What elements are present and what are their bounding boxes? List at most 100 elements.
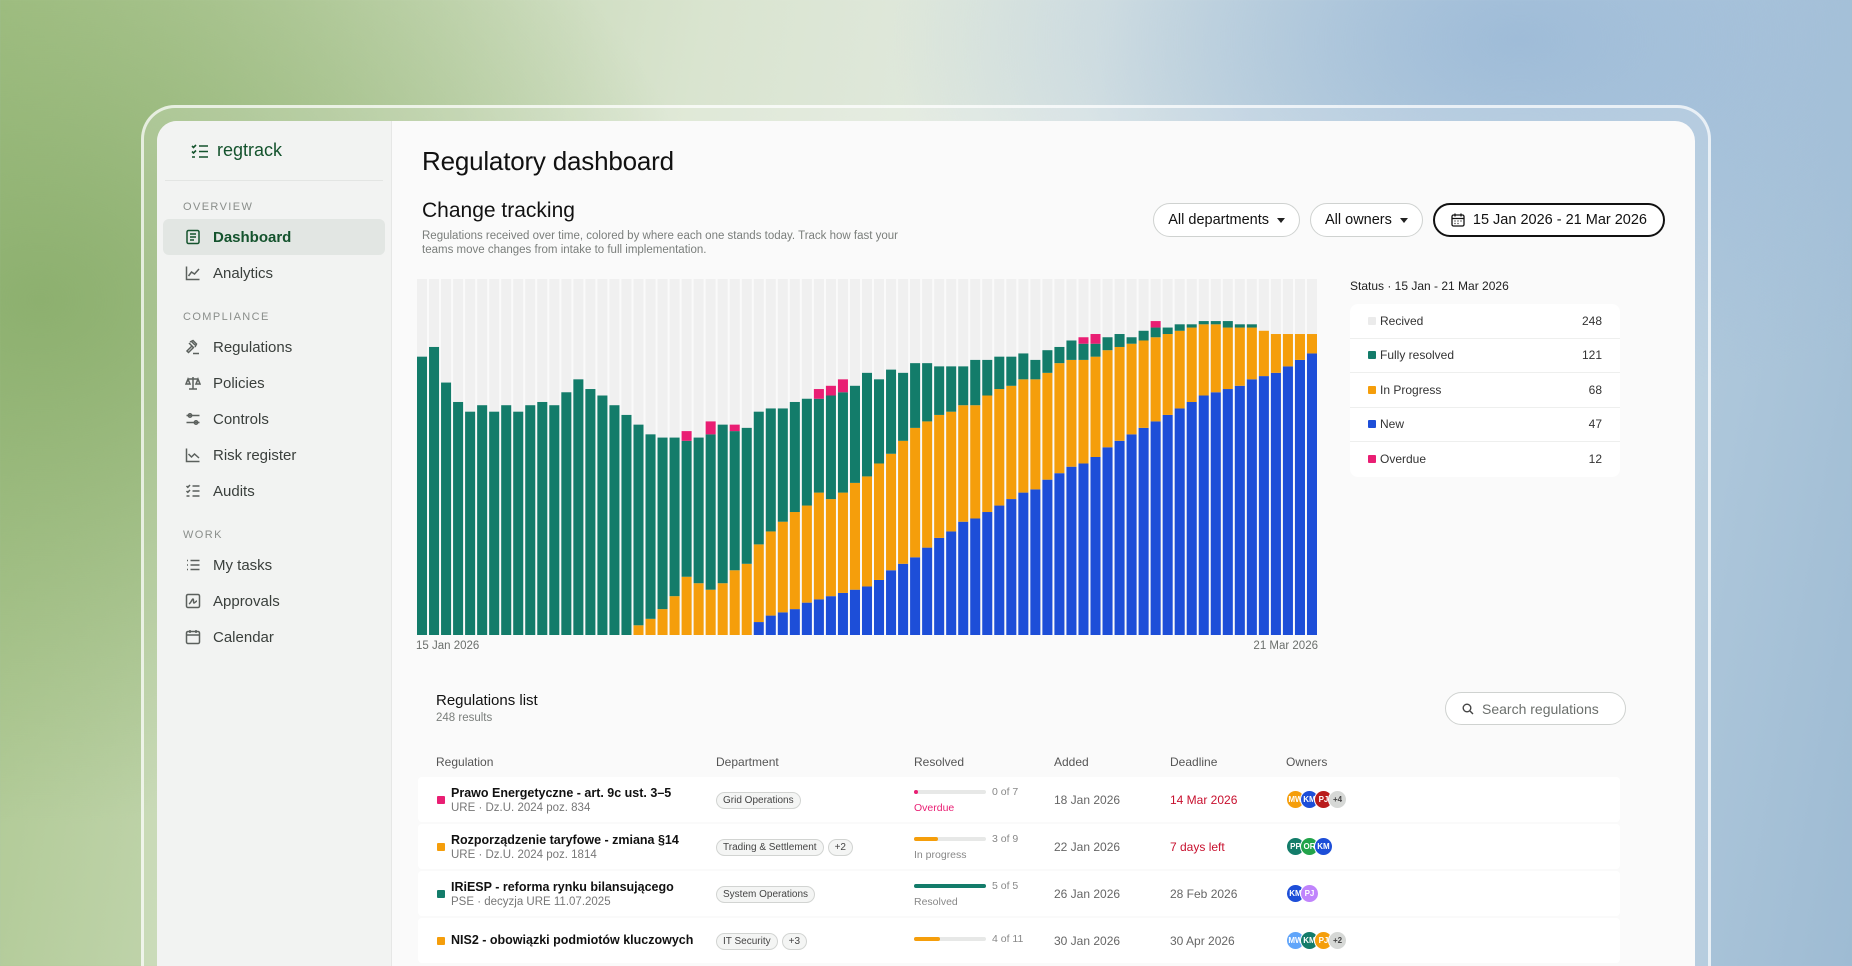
bar-fully-resolved[interactable]	[765, 408, 776, 532]
table-row[interactable]: Rozporządzenie taryfowe - zmiana §14 URE …	[418, 824, 1620, 869]
bar-fully-resolved[interactable]	[1222, 321, 1233, 328]
bar-overdue[interactable]	[1150, 321, 1161, 328]
status-row-overdue[interactable]: Overdue 12	[1350, 442, 1620, 477]
bar-new[interactable]	[1174, 408, 1185, 635]
bar-new[interactable]	[1162, 414, 1173, 635]
status-row-recived[interactable]: Recived 248	[1350, 304, 1620, 339]
column-header-resolved[interactable]: Resolved	[914, 755, 965, 769]
bar-in-progress[interactable]	[1018, 379, 1029, 493]
bar-new[interactable]	[934, 537, 945, 635]
bar-fully-resolved[interactable]	[1078, 343, 1089, 360]
bar-new[interactable]	[994, 505, 1005, 635]
bar-in-progress[interactable]	[1306, 334, 1317, 354]
bar-fully-resolved[interactable]	[549, 405, 560, 635]
bar-in-progress[interactable]	[645, 618, 656, 635]
bar-in-progress[interactable]	[717, 583, 728, 635]
bar-fully-resolved[interactable]	[1054, 346, 1065, 364]
status-row-in-progress[interactable]: In Progress 68	[1350, 373, 1620, 408]
column-header-added[interactable]: Added	[1054, 755, 1089, 769]
bar-fully-resolved[interactable]	[994, 356, 1005, 390]
bar-overdue[interactable]	[705, 421, 716, 435]
bar-fully-resolved[interactable]	[934, 366, 945, 415]
bar-in-progress[interactable]	[729, 570, 740, 635]
bar-overdue[interactable]	[813, 389, 824, 399]
bar-in-progress[interactable]	[1210, 324, 1221, 393]
bar-overdue[interactable]	[729, 424, 740, 432]
bar-new[interactable]	[910, 557, 921, 635]
bar-in-progress[interactable]	[1174, 330, 1185, 409]
bar-new[interactable]	[1306, 353, 1317, 635]
bar-fully-resolved[interactable]	[1234, 324, 1245, 328]
owner-avatars[interactable]: MW KM PJ +4	[1286, 790, 1347, 809]
bar-new[interactable]	[1018, 492, 1029, 635]
owner-filter[interactable]: All owners	[1309, 203, 1423, 237]
bar-new[interactable]	[1282, 366, 1293, 635]
bar-fully-resolved[interactable]	[729, 431, 740, 571]
bar-new[interactable]	[1126, 434, 1137, 635]
bar-fully-resolved[interactable]	[1198, 321, 1209, 325]
bar-in-progress[interactable]	[1258, 330, 1269, 377]
bar-fully-resolved[interactable]	[693, 437, 704, 584]
bar-new[interactable]	[886, 570, 897, 635]
bar-in-progress[interactable]	[1186, 327, 1197, 402]
bar-fully-resolved[interactable]	[1174, 324, 1185, 331]
bar-in-progress[interactable]	[753, 544, 764, 623]
bar-new[interactable]	[1042, 479, 1053, 635]
bar-new[interactable]	[946, 531, 957, 635]
bar-in-progress[interactable]	[886, 453, 897, 571]
bar-new[interactable]	[1270, 372, 1281, 635]
bar-in-progress[interactable]	[1234, 327, 1245, 386]
bar-fully-resolved[interactable]	[621, 414, 632, 635]
bar-new[interactable]	[958, 521, 969, 635]
bar-fully-resolved[interactable]	[657, 437, 668, 610]
bar-in-progress[interactable]	[1066, 359, 1077, 467]
bar-fully-resolved[interactable]	[513, 411, 524, 635]
bar-in-progress[interactable]	[705, 589, 716, 635]
bar-in-progress[interactable]	[633, 625, 644, 635]
bar-in-progress[interactable]	[1030, 379, 1041, 490]
bar-in-progress[interactable]	[693, 583, 704, 635]
bar-new[interactable]	[1138, 427, 1149, 635]
bar-new[interactable]	[1030, 489, 1041, 635]
bar-in-progress[interactable]	[970, 405, 981, 519]
bar-fully-resolved[interactable]	[861, 372, 873, 477]
bar-in-progress[interactable]	[1006, 385, 1017, 500]
bar-new[interactable]	[765, 615, 776, 635]
bar-new[interactable]	[849, 589, 860, 635]
bar-in-progress[interactable]	[1222, 327, 1233, 390]
bar-new[interactable]	[1234, 385, 1245, 635]
bar-fully-resolved[interactable]	[573, 379, 584, 635]
bar-in-progress[interactable]	[681, 576, 692, 635]
bar-new[interactable]	[1198, 395, 1209, 635]
bar-new[interactable]	[837, 592, 848, 635]
bar-fully-resolved[interactable]	[1114, 334, 1125, 347]
bar-fully-resolved[interactable]	[1090, 343, 1101, 357]
bar-fully-resolved[interactable]	[886, 369, 897, 454]
bar-in-progress[interactable]	[765, 531, 776, 616]
bar-overdue[interactable]	[1078, 337, 1089, 344]
search-input[interactable]: Search regulations	[1445, 692, 1626, 725]
bar-new[interactable]	[922, 547, 933, 635]
bar-fully-resolved[interactable]	[537, 401, 548, 635]
bar-in-progress[interactable]	[1270, 334, 1281, 373]
regulation-name[interactable]: Rozporządzenie taryfowe - zmiana §14	[451, 832, 679, 847]
bar-in-progress[interactable]	[789, 512, 800, 610]
sidebar-item-policies[interactable]: Policies	[163, 365, 385, 401]
avatar[interactable]: KM	[1314, 837, 1333, 856]
bar-in-progress[interactable]	[1138, 340, 1149, 428]
bar-new[interactable]	[898, 563, 909, 635]
bar-fully-resolved[interactable]	[585, 389, 596, 635]
bar-fully-resolved[interactable]	[681, 440, 692, 577]
bar-new[interactable]	[970, 518, 981, 635]
bar-in-progress[interactable]	[849, 482, 860, 590]
owner-avatars[interactable]: MW KM PJ +2	[1286, 931, 1347, 950]
bar-in-progress[interactable]	[1126, 343, 1137, 435]
bar-new[interactable]	[1102, 447, 1113, 635]
bar-overdue[interactable]	[681, 431, 692, 441]
bar-fully-resolved[interactable]	[465, 411, 476, 635]
bar-new[interactable]	[1054, 473, 1065, 635]
bar-fully-resolved[interactable]	[501, 405, 512, 635]
bar-fully-resolved[interactable]	[910, 363, 921, 428]
bar-in-progress[interactable]	[994, 389, 1005, 506]
bar-fully-resolved[interactable]	[825, 395, 836, 500]
